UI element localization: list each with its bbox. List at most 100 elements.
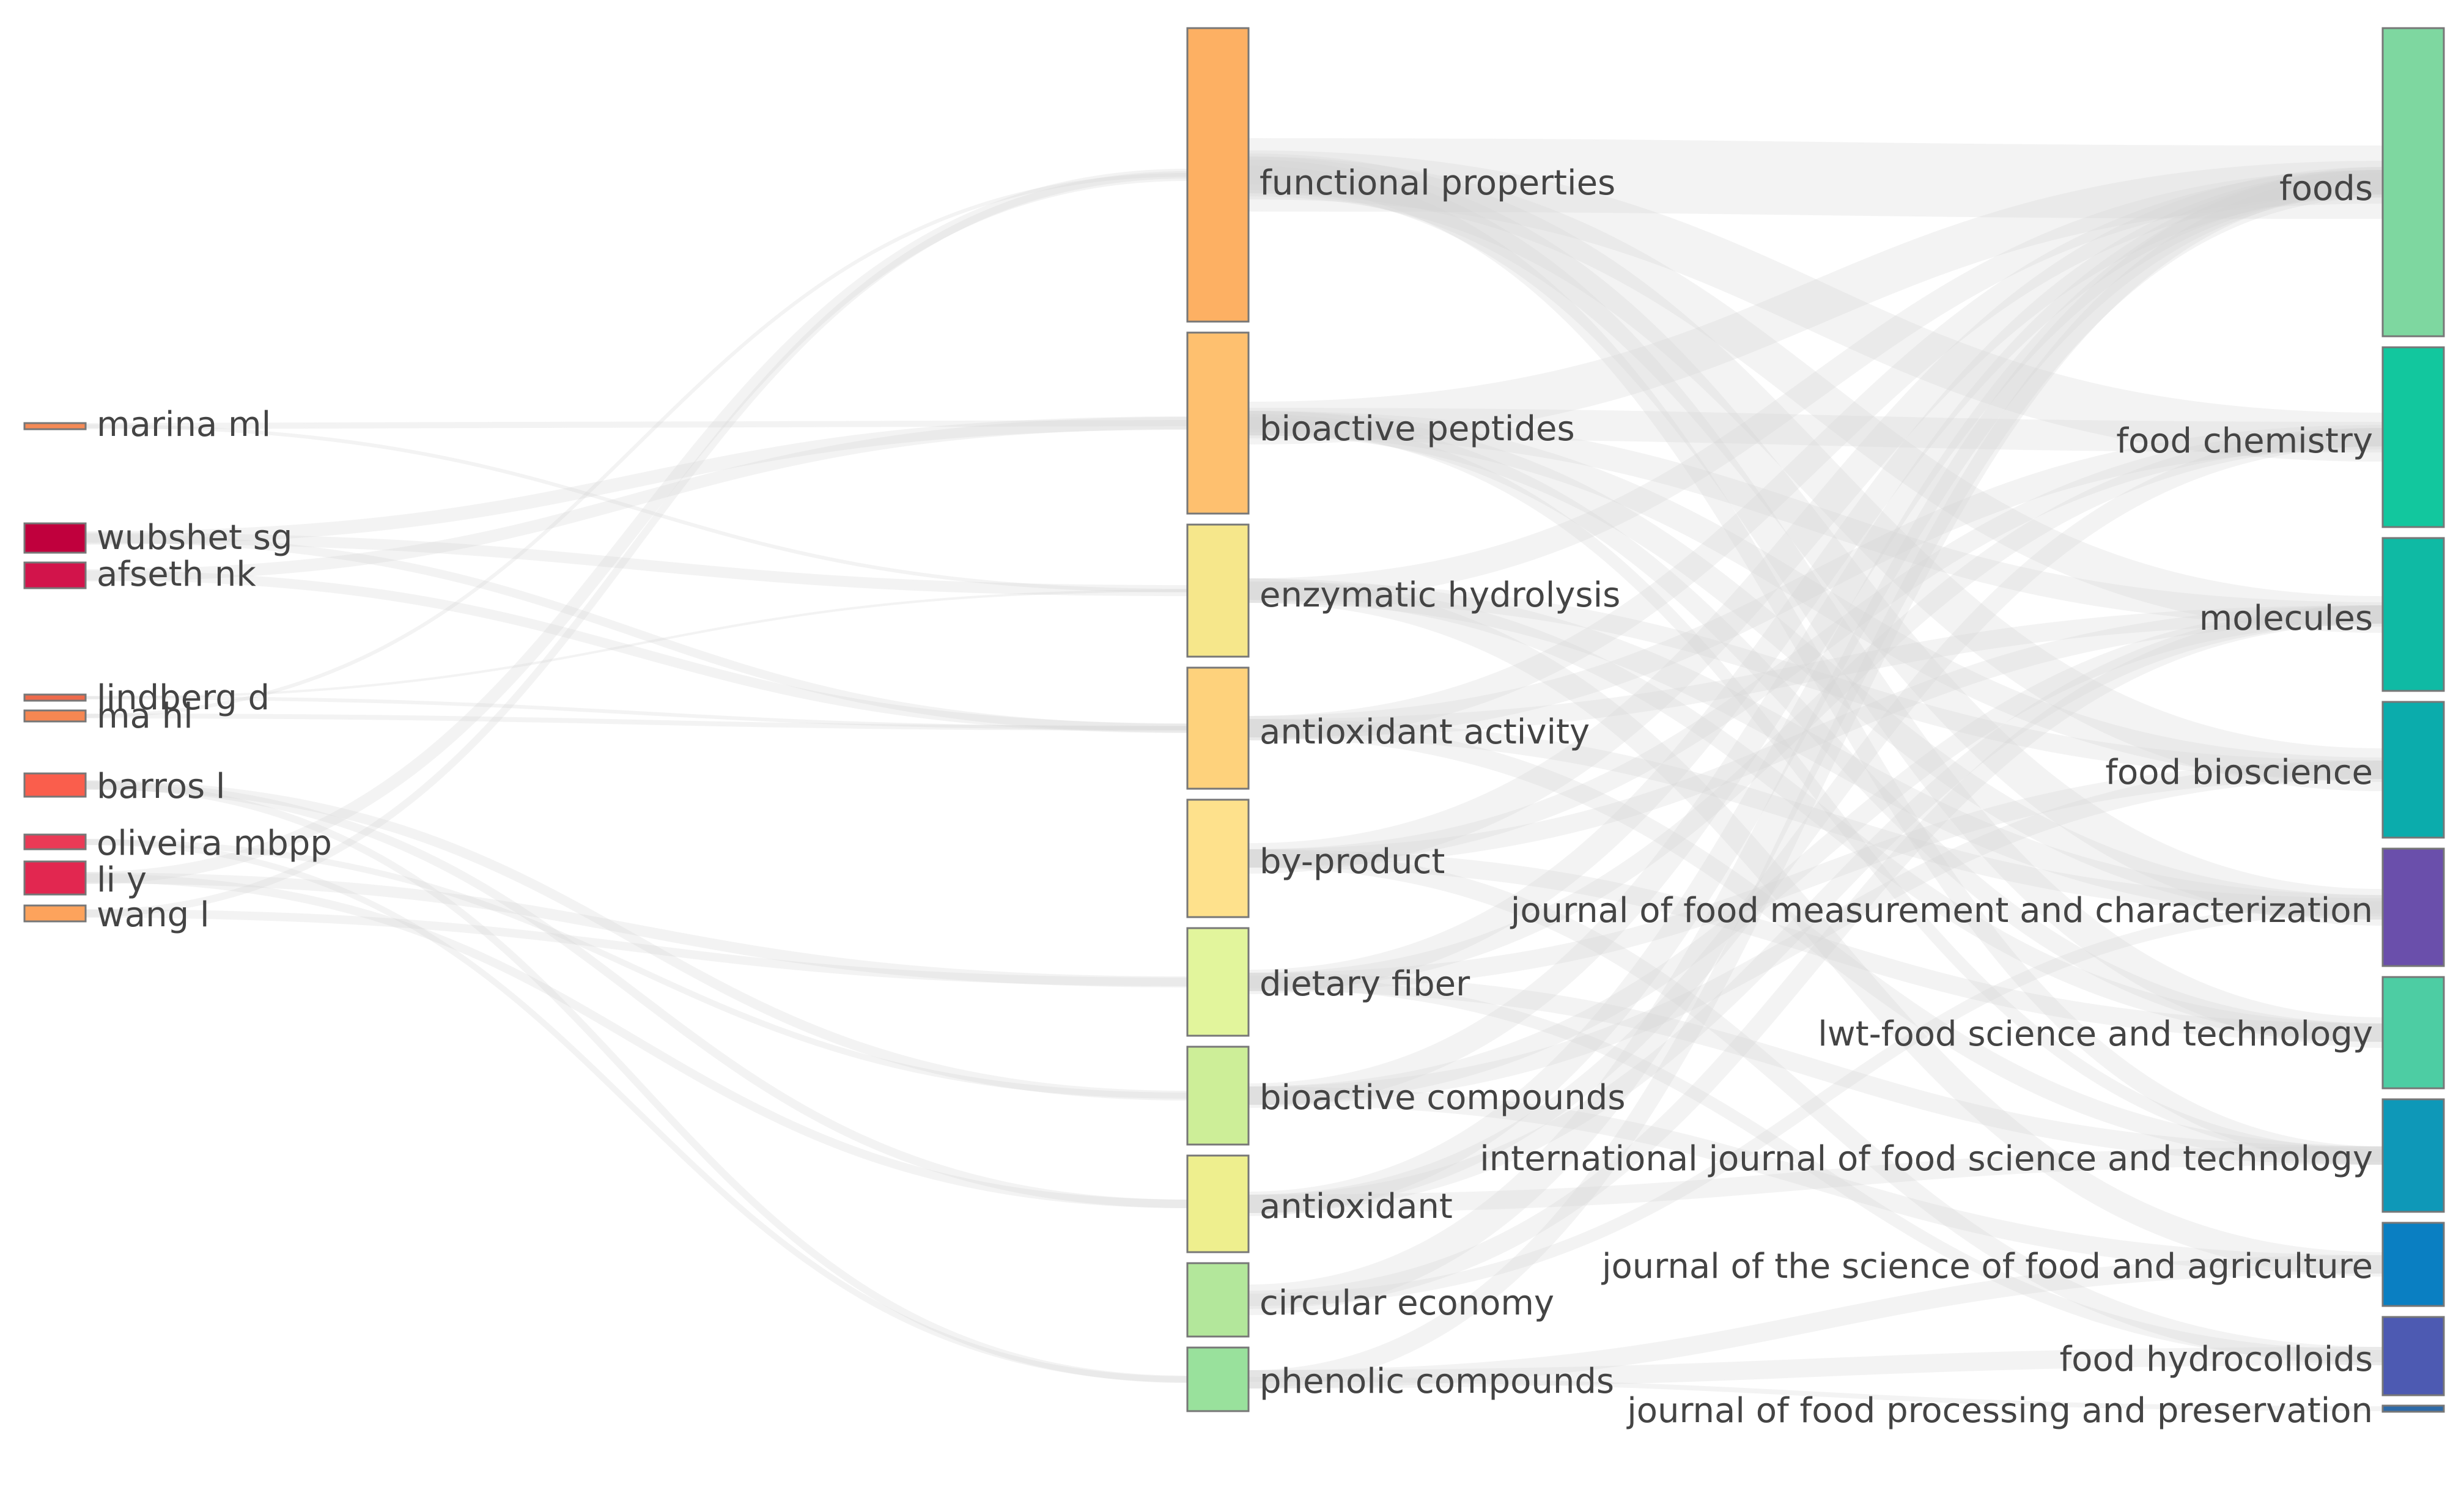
node-label: wubshet sg — [97, 518, 292, 558]
sankey-node[interactable] — [2381, 346, 2445, 528]
sankey-link — [85, 173, 1188, 718]
sankey-link — [1248, 167, 2383, 874]
node-label: wang l — [97, 895, 210, 935]
sankey-node[interactable] — [1186, 523, 1250, 658]
sankey-link — [85, 171, 1188, 917]
sankey-link — [1248, 428, 2383, 868]
node-label: afseth nk — [97, 555, 256, 594]
node-label: functional properties — [1260, 163, 1615, 203]
sankey-link — [1248, 170, 2383, 1108]
sankey-node[interactable] — [2381, 701, 2445, 839]
sankey-link — [1248, 1086, 2383, 1274]
sankey-link — [1248, 605, 2383, 737]
sankey-node[interactable] — [1186, 27, 1250, 323]
sankey-node[interactable] — [23, 561, 87, 589]
sankey-node[interactable] — [1186, 331, 1250, 515]
node-label: bioactive compounds — [1260, 1078, 1626, 1118]
sankey-link — [1248, 578, 2383, 1277]
sankey-node[interactable] — [2381, 847, 2445, 967]
node-label: ma hl — [97, 696, 193, 736]
sankey-link — [1248, 719, 2383, 1165]
sankey-node[interactable] — [2381, 976, 2445, 1090]
sankey-link — [85, 874, 1188, 1208]
sankey-link — [1248, 417, 2383, 1162]
sankey-link — [1248, 605, 2383, 1105]
sankey-link — [85, 417, 1188, 581]
sankey-link — [1248, 157, 2383, 633]
node-label: antioxidant — [1260, 1187, 1453, 1226]
sankey-link — [1248, 170, 2383, 603]
sankey-link — [1248, 425, 2383, 740]
sankey-link — [85, 780, 1188, 1101]
sankey-link — [1248, 170, 2383, 1216]
sankey-node[interactable] — [2381, 1098, 2445, 1213]
sankey-node[interactable] — [1186, 1046, 1250, 1146]
node-label: food hydrocolloids — [2059, 1340, 2373, 1379]
sankey-link — [85, 781, 1188, 1383]
node-label: antioxidant activity — [1260, 712, 1590, 752]
sankey-node[interactable] — [1186, 1346, 1250, 1412]
sankey-link — [1248, 408, 2383, 452]
sankey-link — [1248, 138, 2383, 219]
sankey-node[interactable] — [23, 860, 87, 896]
sankey-link — [1248, 414, 2383, 1042]
sankey-link — [1248, 170, 2383, 740]
sankey-link — [1248, 166, 2383, 1165]
sankey-link — [1248, 411, 2383, 782]
sankey-link — [1248, 581, 2383, 779]
sankey-node[interactable] — [2381, 1316, 2445, 1396]
sankey-node[interactable] — [23, 693, 87, 702]
sankey-node[interactable] — [23, 422, 87, 430]
sankey-link — [85, 534, 1188, 732]
sankey-link — [1248, 157, 2383, 926]
nodes-layer — [23, 27, 2445, 1413]
node-label: food chemistry — [2116, 421, 2373, 461]
sankey-node[interactable] — [2381, 537, 2445, 692]
sankey-link — [1248, 160, 2383, 1048]
node-label: food bioscience — [2105, 753, 2373, 792]
node-label: marina ml — [97, 405, 271, 444]
sankey-link — [1248, 605, 2383, 1309]
sankey-link — [1248, 605, 2383, 868]
sankey-node[interactable] — [23, 709, 87, 723]
sankey-node[interactable] — [2381, 1404, 2445, 1413]
sankey-node[interactable] — [23, 833, 87, 850]
node-label: lindberg d — [97, 678, 270, 718]
sankey-node[interactable] — [23, 522, 87, 554]
sankey-node[interactable] — [23, 904, 87, 923]
sankey-link — [1248, 150, 2383, 462]
sankey-link — [1248, 428, 2383, 1213]
sankey-link — [1248, 153, 2383, 791]
sankey-link — [85, 416, 1188, 545]
sankey-node[interactable] — [1186, 666, 1250, 790]
sankey-node[interactable] — [23, 772, 87, 798]
node-label: circular economy — [1260, 1283, 1554, 1323]
sankey-node[interactable] — [1186, 1262, 1250, 1338]
sankey-link — [85, 420, 1188, 429]
sankey-link — [1248, 849, 2383, 1042]
sankey-link — [1248, 976, 2383, 1362]
sankey-node[interactable] — [2381, 27, 2445, 337]
node-label: international journal of food science an… — [1480, 1139, 2373, 1179]
sankey-link — [1248, 428, 2383, 991]
node-label: phenolic compounds — [1260, 1362, 1614, 1401]
node-label: lwt-food science and technology — [1818, 1014, 2373, 1054]
sankey-link — [1248, 411, 2383, 920]
sankey-node[interactable] — [1186, 1154, 1250, 1253]
sankey-node[interactable] — [1186, 927, 1250, 1037]
sankey-link — [85, 696, 1188, 730]
sankey-link — [1248, 1347, 2383, 1389]
sankey-link — [1248, 167, 2383, 1315]
sankey-link — [85, 781, 1188, 1208]
node-label: by-product — [1260, 842, 1445, 882]
sankey-link — [1248, 1255, 2383, 1389]
sankey-link — [85, 424, 1188, 592]
sankey-link — [1248, 411, 2383, 627]
sankey-link — [85, 533, 1188, 596]
sankey-node[interactable] — [2381, 1222, 2445, 1307]
sankey-node[interactable] — [1186, 798, 1250, 918]
sankey-link — [1248, 849, 2383, 1365]
sankey-link — [1248, 1377, 2383, 1411]
